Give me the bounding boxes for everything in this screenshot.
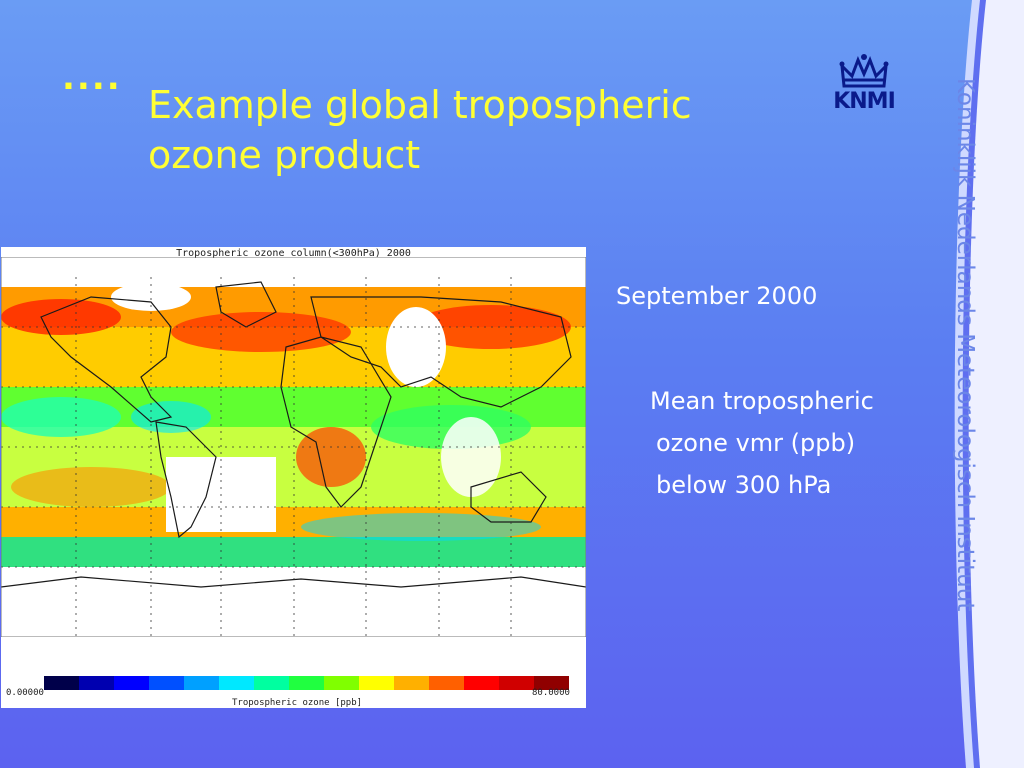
- colorbar-swatch: [359, 676, 394, 690]
- colorbar-swatch: [464, 676, 499, 690]
- knmi-logo: KNMI: [822, 52, 906, 122]
- caption-line-1: Mean tropospheric: [650, 387, 874, 415]
- colorbar-swatch: [44, 676, 79, 690]
- colorbar-swatch: [219, 676, 254, 690]
- caption-line-2: ozone vmr (ppb): [656, 429, 856, 457]
- caption-date: September 2000: [616, 282, 818, 310]
- colorbar-swatch: [429, 676, 464, 690]
- title-bullet: ....: [62, 58, 122, 98]
- ozone-map-panel: Tropospheric ozone column(<300hPa) 2000: [1, 247, 586, 708]
- colorbar-swatch: [184, 676, 219, 690]
- logo-text: KNMI: [833, 89, 896, 114]
- colorbar-swatch: [394, 676, 429, 690]
- slide-title: Example global tropospheric ozone produc…: [148, 80, 788, 180]
- colorbar-swatch: [289, 676, 324, 690]
- colorbar-max: 80.0000: [532, 688, 570, 698]
- crown-icon: [839, 54, 889, 88]
- slide-title-line-2: ozone product: [148, 133, 421, 177]
- caption-description: Mean tropospheric ozone vmr (ppb) below …: [650, 380, 950, 506]
- colorbar-swatch: [114, 676, 149, 690]
- colorbar-swatch: [254, 676, 289, 690]
- ozone-map: [1, 257, 586, 637]
- colorbar-swatch: [149, 676, 184, 690]
- colorbar-swatch: [499, 676, 534, 690]
- colorbar-swatch: [324, 676, 359, 690]
- colorbar-min: 0.00000: [6, 688, 44, 698]
- map-title: Tropospheric ozone column(<300hPa) 2000: [176, 248, 411, 259]
- colorbar-swatch: [79, 676, 114, 690]
- colorbar-swatch: [534, 676, 569, 690]
- slide-title-line-1: Example global tropospheric: [148, 83, 692, 127]
- colorbar-label: Tropospheric ozone [ppb]: [232, 698, 363, 708]
- caption-line-3: below 300 hPa: [656, 471, 832, 499]
- institute-name: Koninklijk Nederlands Meteorologisch Ins…: [952, 78, 978, 612]
- colorbar: [44, 676, 569, 690]
